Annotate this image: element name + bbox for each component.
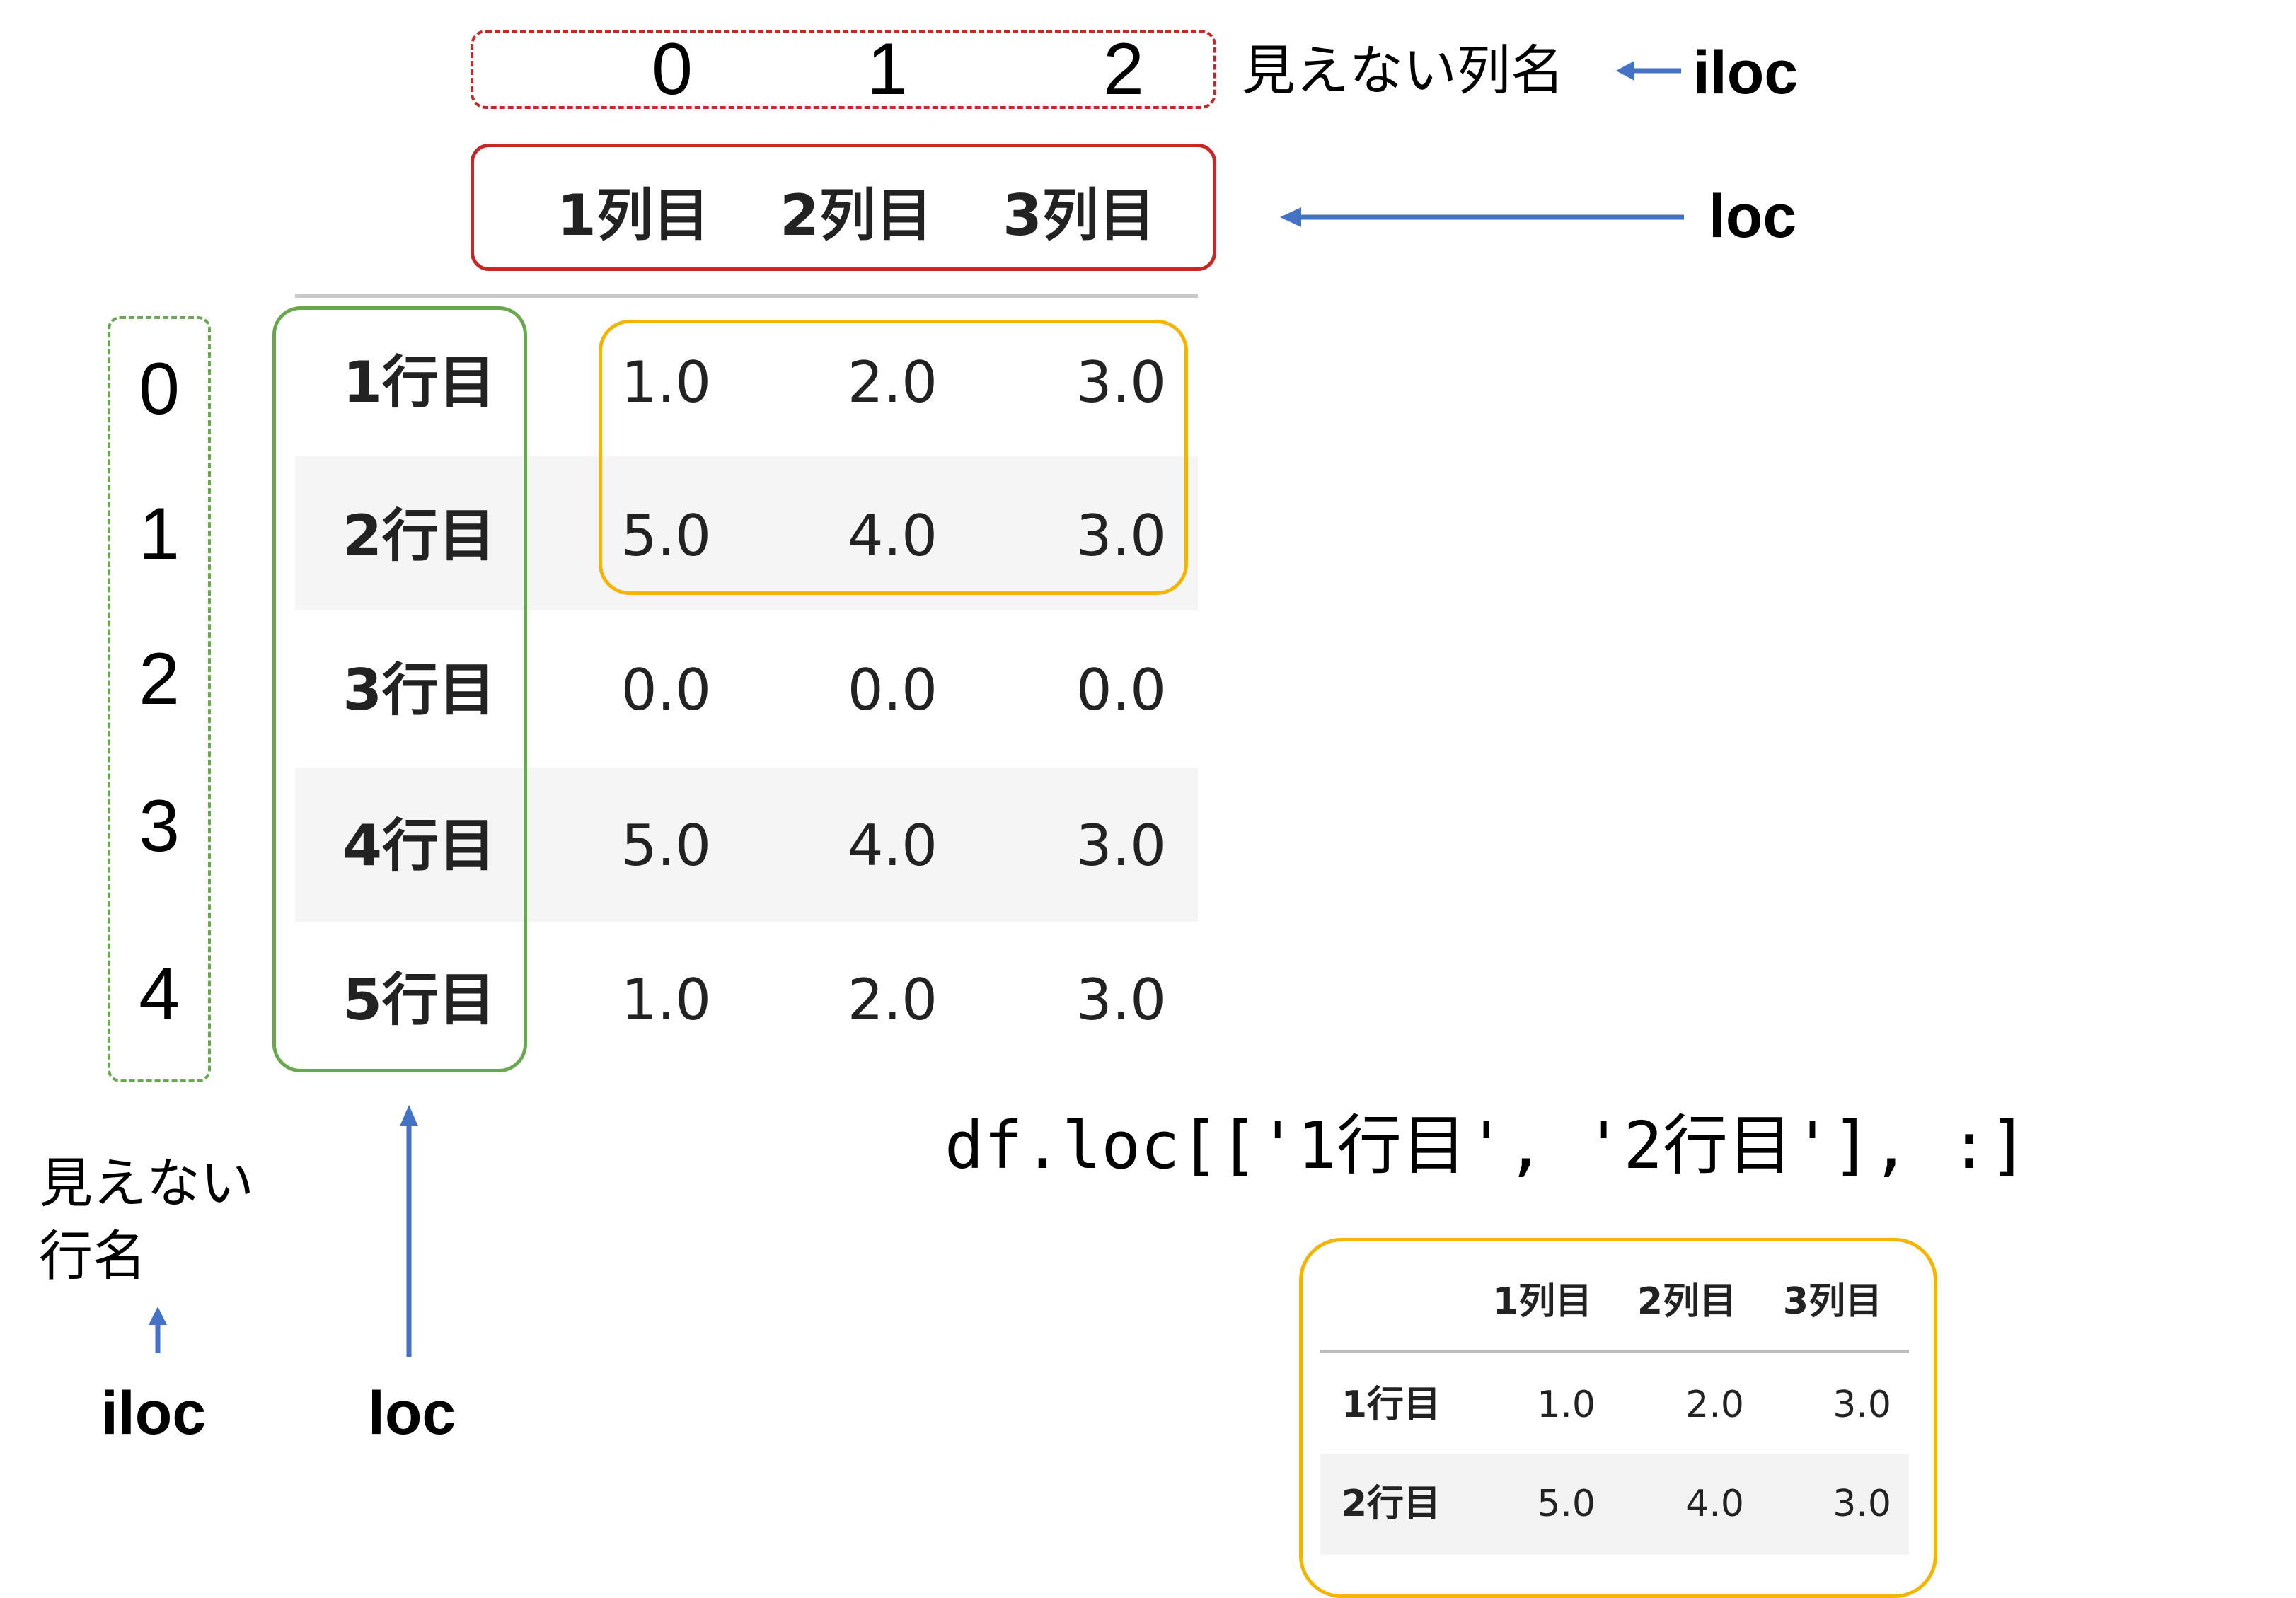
row-label: 3行目	[342, 657, 495, 723]
arrow-up-icon	[400, 1105, 418, 1357]
table-cell: 1.0	[621, 967, 711, 1033]
header-divider	[295, 294, 1198, 298]
loc-row-tag: loc	[368, 1379, 456, 1447]
hidden-row-number: 0	[139, 348, 180, 430]
result-cell: 3.0	[1833, 1483, 1891, 1525]
row-label: 4行目	[342, 813, 495, 879]
hidden-column-index-box	[471, 30, 1216, 109]
result-row-stripe	[1320, 1454, 1909, 1555]
hidden-row-label: 見えない	[39, 1152, 254, 1215]
table-cell: 4.0	[847, 503, 938, 569]
hidden-row-index-box	[108, 316, 211, 1082]
table-cell: 5.0	[621, 813, 711, 879]
column-header: 1列目	[557, 183, 710, 248]
result-column-header: 3列目	[1782, 1280, 1883, 1323]
table-cell: 1.0	[621, 349, 711, 415]
column-header: 2列目	[780, 183, 933, 248]
table-cell: 0.0	[621, 657, 711, 723]
column-header-box	[471, 144, 1216, 271]
row-stripe	[295, 768, 1198, 922]
iloc-row-tag: iloc	[101, 1379, 207, 1447]
hidden-column-label: 見えない列名	[1242, 39, 1564, 102]
table-cell: 5.0	[621, 503, 711, 569]
table-cell: 2.0	[847, 967, 938, 1033]
row-label: 2行目	[342, 503, 495, 569]
table-cell: 3.0	[1075, 503, 1166, 569]
hidden-column-number: 2	[1103, 28, 1144, 110]
column-header: 3列目	[1003, 183, 1155, 248]
result-cell: 1.0	[1537, 1384, 1596, 1426]
result-column-header: 2列目	[1637, 1280, 1737, 1323]
result-cell: 2.0	[1685, 1384, 1744, 1426]
table-cell: 4.0	[847, 813, 938, 879]
table-cell: 3.0	[1075, 813, 1166, 879]
arrow-left-icon	[1616, 61, 1681, 81]
row-label: 5行目	[342, 967, 495, 1033]
code-snippet: df.loc[['1行目', '2行目'], :]	[945, 1108, 2029, 1183]
table-cell: 3.0	[1075, 967, 1166, 1033]
result-header-divider	[1320, 1350, 1909, 1353]
hidden-column-number: 1	[867, 28, 908, 110]
loc-column-tag: loc	[1709, 183, 1797, 250]
arrow-up-icon	[149, 1307, 167, 1353]
result-cell: 5.0	[1537, 1483, 1596, 1525]
row-stripe	[295, 456, 1198, 610]
hidden-row-label: 行名	[39, 1224, 146, 1287]
row-label-box	[272, 306, 527, 1072]
arrow-left-icon	[1280, 207, 1684, 227]
hidden-row-number: 3	[139, 785, 180, 867]
row-label: 1行目	[342, 349, 495, 415]
result-row-label: 2行目	[1341, 1483, 1441, 1525]
hidden-row-number: 1	[139, 493, 180, 575]
table-cell: 3.0	[1075, 349, 1166, 415]
hidden-column-number: 0	[652, 28, 693, 110]
hidden-row-number: 2	[139, 638, 180, 720]
result-column-header: 1列目	[1492, 1280, 1593, 1323]
table-cell: 0.0	[847, 657, 938, 723]
result-cell: 3.0	[1833, 1384, 1891, 1426]
result-cell: 4.0	[1685, 1483, 1744, 1525]
table-cell: 2.0	[847, 349, 938, 415]
result-row-label: 1行目	[1341, 1384, 1441, 1426]
selected-rows-box	[599, 320, 1188, 595]
table-cell: 0.0	[1075, 657, 1166, 723]
iloc-column-tag: iloc	[1693, 39, 1799, 107]
hidden-row-number: 4	[139, 953, 180, 1035]
